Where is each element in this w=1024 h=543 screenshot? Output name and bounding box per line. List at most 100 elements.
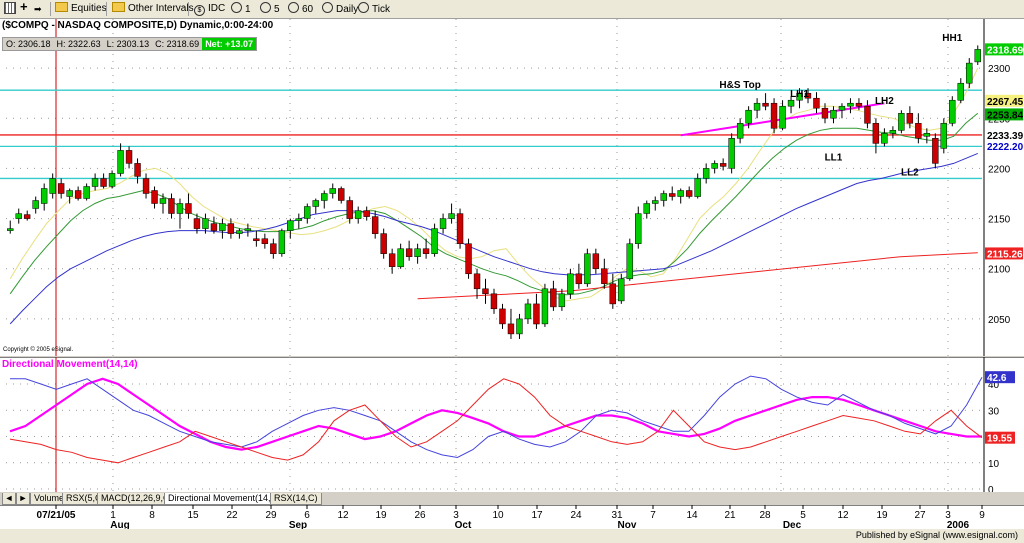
price-label-bg (985, 94, 1023, 107)
close-value: C: 2318.69 (155, 39, 200, 49)
candle-body (864, 105, 871, 124)
candle-body (405, 248, 413, 257)
clock-icon (322, 2, 333, 13)
candle-body (635, 213, 642, 244)
candle-body (787, 99, 795, 107)
price-label: 2267.45 (987, 97, 1024, 108)
interval-1-button[interactable]: 1 (231, 2, 251, 16)
candle-body (804, 92, 812, 99)
candle-body (669, 193, 676, 197)
candle-body (236, 230, 243, 234)
candle-body (142, 178, 150, 194)
candle-body (261, 238, 269, 244)
date-tick-label: 12 (837, 510, 849, 521)
idc-button[interactable]: $ IDC (194, 2, 225, 16)
candle-body (210, 223, 218, 231)
interval-5-button[interactable]: 5 (260, 2, 280, 16)
candle-body (448, 213, 455, 219)
price-label: 2253.84 (987, 110, 1024, 121)
candle-body (915, 123, 922, 139)
interval-daily-button[interactable]: Daily (322, 2, 358, 16)
candle-body (550, 288, 557, 308)
grid-icon[interactable] (4, 2, 18, 16)
indicator-chart[interactable]: 01020304042.619.55 Directional Movement(… (0, 357, 1024, 492)
candle-body (49, 178, 56, 194)
indicator-tick-label: 30 (988, 406, 1000, 417)
candle-body (202, 218, 209, 229)
date-tick-label: 14 (686, 510, 698, 521)
add-icon[interactable]: + (20, 0, 28, 14)
month-label: Aug (110, 520, 129, 529)
date-tick-label: 24 (570, 510, 582, 521)
folder-icon (112, 2, 125, 12)
tab-rsx-14[interactable]: RSX(14,C) (270, 493, 322, 505)
candle-body (830, 109, 837, 119)
candle-body (728, 138, 735, 169)
candle-body (91, 178, 99, 187)
date-tick-label: 17 (531, 510, 543, 521)
price-label-bg (985, 108, 1023, 121)
dmi-line (9, 378, 983, 464)
candle-body (151, 190, 158, 204)
pattern-annotation: LH2 (875, 96, 894, 107)
date-tick-label: 22 (226, 510, 238, 521)
price-chart[interactable]: 205021002150220022502300H&S TopLH1HH1LH2… (0, 19, 1024, 356)
candle-body (219, 223, 226, 231)
dollar-icon: $ (194, 5, 205, 16)
candle-body (626, 243, 633, 280)
other-intervals-menu[interactable]: Other Intervals (112, 2, 194, 16)
candle-body (838, 105, 846, 111)
arrow-right-icon[interactable]: ➡ (34, 4, 42, 14)
date-tick-label: 5 (800, 510, 806, 521)
equities-menu[interactable]: Equities (55, 2, 107, 16)
candle-body (821, 107, 829, 119)
date-tick-label: 7 (650, 510, 656, 521)
date-tick-label: 31 (611, 510, 623, 521)
candle-body (270, 243, 277, 254)
toolbar: + ➡ Equities Other Intervals $ IDC 1 5 60… (0, 0, 1024, 19)
candle-body (66, 190, 73, 197)
candle-body (253, 238, 260, 241)
price-label: 2222.20 (987, 142, 1024, 153)
candle-body (456, 213, 464, 244)
indicator-label-bg (985, 431, 1015, 444)
candle-body (117, 150, 124, 174)
candle-body (677, 190, 684, 197)
price-tick-label: 2150 (988, 215, 1011, 226)
scroll-left-icon[interactable]: ◄ (2, 493, 16, 505)
date-tick-label: 9 (979, 510, 985, 521)
interval-tick-button[interactable]: Tick (358, 2, 390, 16)
candle-body (482, 288, 489, 295)
candle-body (770, 102, 778, 129)
date-tick-label: 1 (110, 510, 116, 521)
candle-body (227, 223, 235, 234)
candle-body (40, 188, 48, 204)
dmi-line (9, 377, 982, 451)
month-label: Sep (289, 520, 307, 529)
candle-body (524, 303, 532, 320)
candle-body (949, 99, 956, 124)
interval-60-button[interactable]: 60 (288, 2, 313, 16)
date-tick-label: 19 (876, 510, 888, 521)
clock-icon (260, 2, 271, 13)
candle-body (465, 243, 472, 275)
pattern-annotation: HH1 (942, 33, 962, 44)
candle-body (338, 188, 345, 201)
candle-body (906, 113, 914, 124)
candle-body (23, 214, 31, 219)
candle-body (541, 288, 549, 325)
candle-body (439, 218, 447, 229)
candle-body (533, 303, 540, 325)
clock-icon (358, 2, 369, 13)
month-label: 2006 (947, 520, 970, 529)
candle-body (185, 203, 192, 214)
scroll-right-icon[interactable]: ► (16, 493, 30, 505)
candle-body (957, 82, 964, 101)
candle-body (753, 102, 761, 111)
candle-body (711, 163, 718, 169)
date-tick-label: 12 (337, 510, 349, 521)
candle-body (592, 253, 600, 269)
price-tick-label: 2300 (988, 64, 1011, 75)
candle-body (304, 206, 311, 219)
candle-body (7, 228, 14, 231)
